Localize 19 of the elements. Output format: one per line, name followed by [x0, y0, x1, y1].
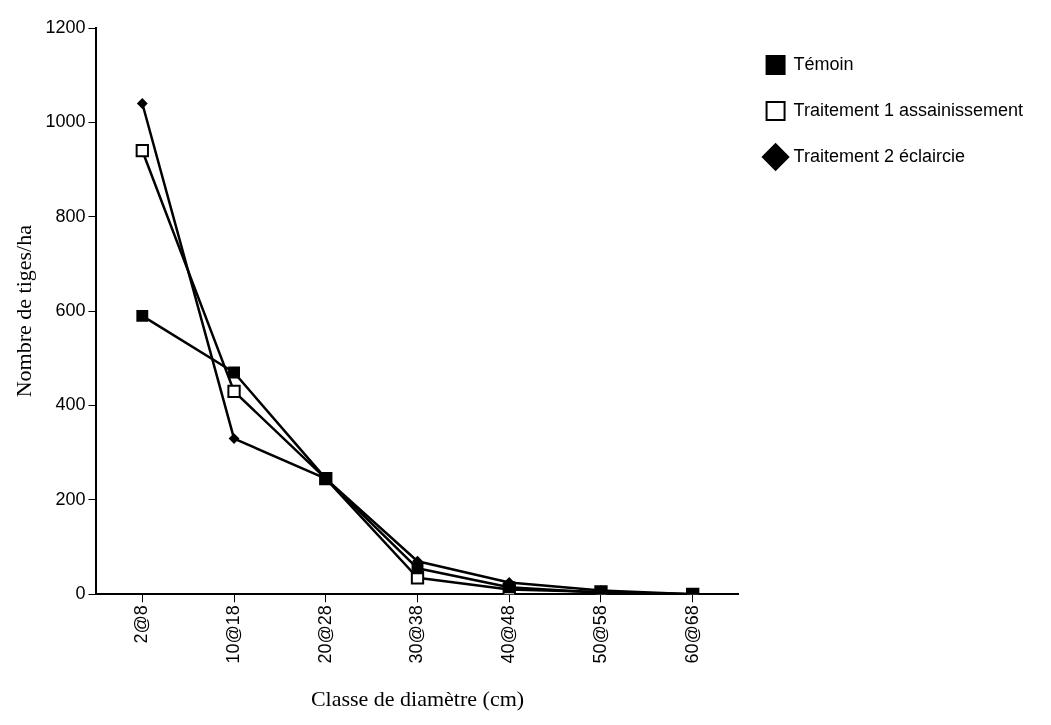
legend-label: Traitement 2 éclaircie	[793, 145, 965, 166]
x-tick-label: 20@28	[314, 605, 335, 664]
x-tick-label: 60@68	[681, 605, 702, 664]
y-tick-label: 200	[55, 488, 86, 509]
x-tick-label: 2@8	[131, 605, 152, 644]
x-tick-label: 30@38	[406, 605, 427, 664]
y-tick-label: 1000	[45, 111, 86, 132]
y-tick-label: 800	[55, 205, 86, 226]
y-tick-label: 400	[55, 394, 86, 415]
x-axis-title: Classe de diamètre (cm)	[310, 685, 525, 711]
x-tick-label: 50@58	[589, 605, 610, 664]
y-tick-label: 600	[55, 300, 86, 321]
legend-label: Traitement 1 assainissement	[793, 99, 1024, 120]
x-tick-label: 10@18	[223, 605, 244, 664]
y-tick-label: 0	[75, 583, 86, 604]
legend-label: Témoin	[793, 53, 854, 74]
y-tick-label: 1200	[45, 16, 86, 37]
y-axis-title: Nombre de tiges/ha	[10, 224, 36, 398]
x-tick-label: 40@48	[498, 605, 519, 664]
